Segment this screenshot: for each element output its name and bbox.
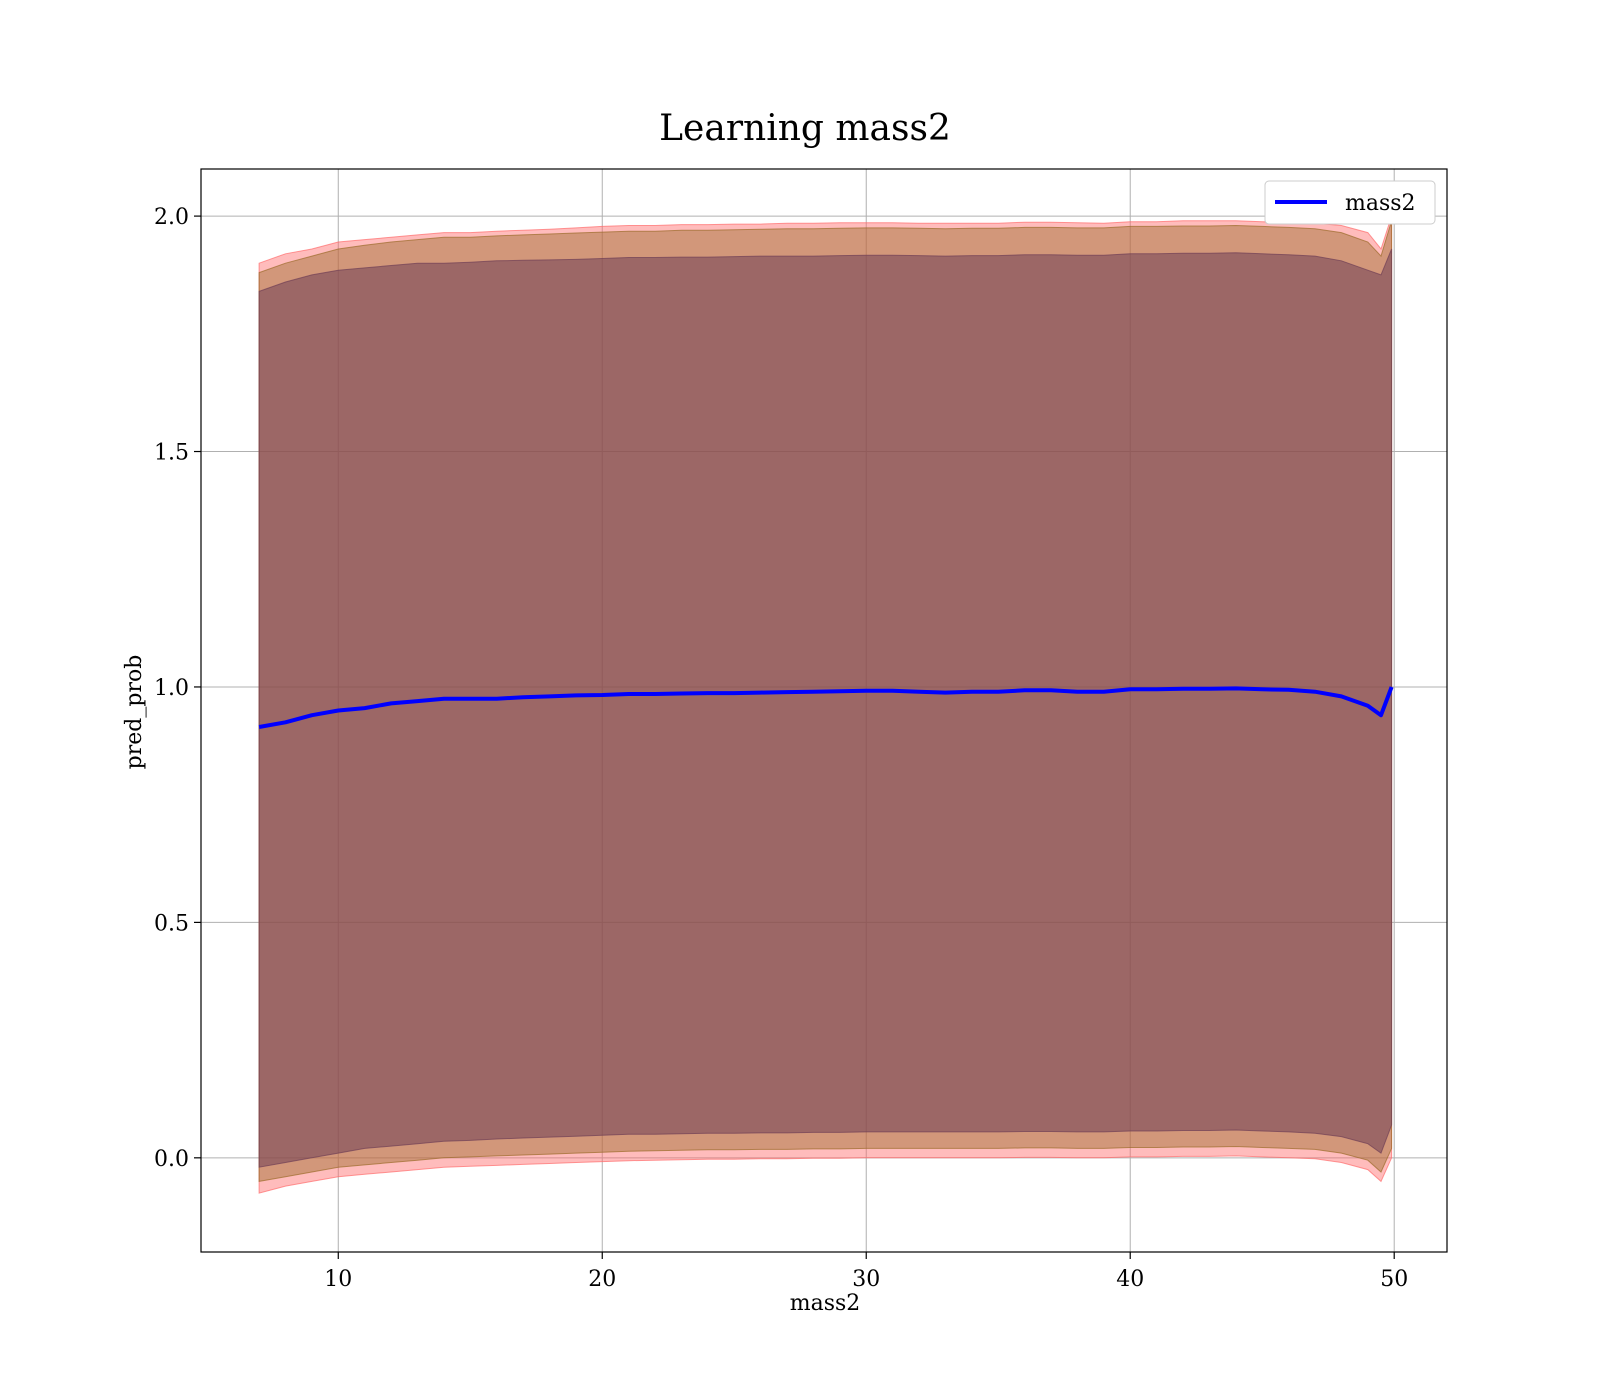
legend: mass2 (1264, 180, 1436, 225)
y-tick-label: 1.5 (154, 441, 189, 466)
x-tick-label: 10 (324, 1267, 352, 1292)
x-tick-label: 20 (588, 1267, 616, 1292)
x-tick-label: 50 (1380, 1267, 1408, 1292)
y-axis-label: pred_prob (122, 655, 147, 770)
confidence-band-3 (258, 248, 1393, 1168)
confidence-bands (258, 215, 1393, 1194)
y-axis-ticks: 0.0 0.5 1.0 1.5 2.0 (154, 205, 201, 1172)
chart-title: Learning mass2 (659, 108, 951, 149)
y-tick-label: 0.5 (154, 911, 189, 936)
x-tick-label: 40 (1116, 1267, 1144, 1292)
x-tick-label: 30 (852, 1267, 880, 1292)
y-tick-label: 1.0 (154, 676, 189, 701)
x-axis-label: mass2 (790, 1291, 861, 1316)
series-line-mass2 (258, 686, 1394, 729)
y-tick-label: 0.0 (154, 1147, 189, 1172)
y-tick-label: 2.0 (154, 205, 189, 230)
legend-label: mass2 (1345, 191, 1416, 216)
legend-box (1264, 180, 1436, 225)
x-axis-ticks: 10 20 30 40 50 (324, 1252, 1408, 1292)
plot-frame (200, 168, 1448, 1253)
series-lines (258, 686, 1394, 729)
